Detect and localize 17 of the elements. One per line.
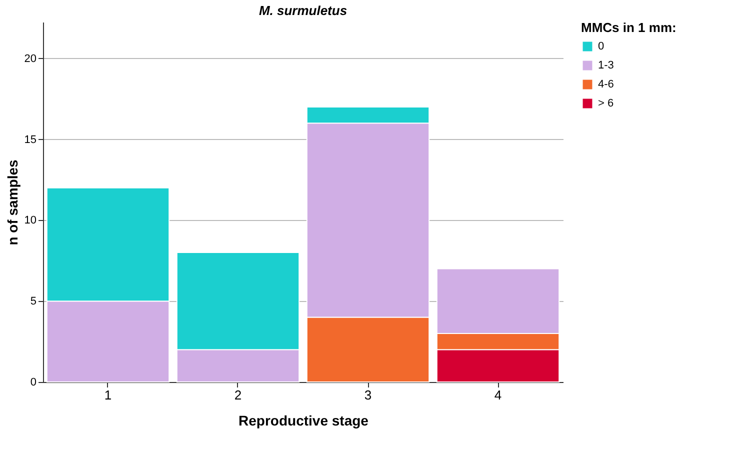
- legend-label: 1-3: [598, 60, 614, 72]
- x-tick-label: 1: [104, 388, 112, 402]
- legend-label: 0: [598, 40, 604, 52]
- legend-label: 4-6: [598, 78, 614, 90]
- y-axis-title: n of samples: [4, 160, 20, 246]
- y-tick-label: 0: [30, 376, 36, 388]
- x-tick-label: 3: [364, 388, 372, 402]
- chart-title: M. surmuletus: [258, 3, 348, 18]
- x-axis-title: Reproductive stage: [238, 412, 369, 428]
- y-tick-label: 15: [24, 134, 36, 146]
- y-tick-label: 10: [24, 214, 36, 227]
- y-tick-label: 5: [30, 296, 36, 308]
- x-tick-label: 4: [494, 388, 502, 402]
- legend-title: MMCs in 1 mm:: [581, 20, 676, 35]
- y-tick-label: 20: [24, 52, 36, 65]
- x-tick-label: 2: [234, 388, 242, 402]
- legend-label: > 6: [598, 98, 614, 110]
